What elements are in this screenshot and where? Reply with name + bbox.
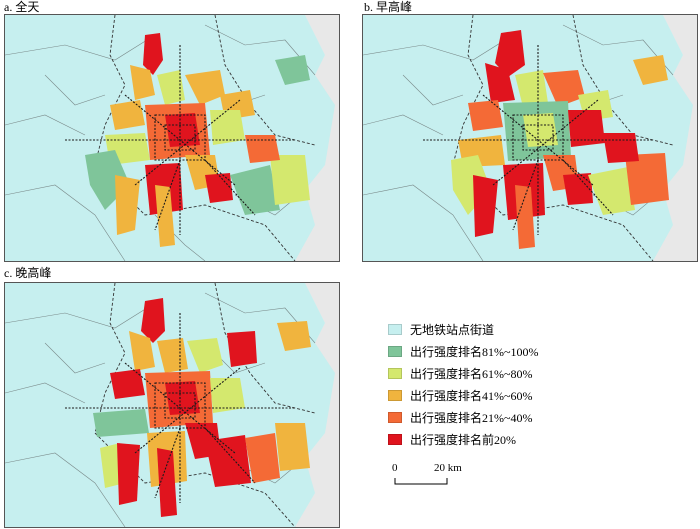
panel-b-choropleth: [451, 30, 669, 249]
legend-item: 出行强度排名61%~80%: [388, 362, 539, 384]
scale-end-label: 20 km: [434, 462, 462, 474]
panel-c-title: c. 晚高峰: [4, 266, 52, 280]
legend-item: 出行强度排名21%~40%: [388, 406, 539, 428]
panel-b-title: b. 早高峰: [364, 0, 413, 14]
scale-bar: 0 20 km: [392, 462, 472, 492]
legend-label: 出行强度排名81%~100%: [410, 344, 539, 359]
scale-start-label: 0: [392, 462, 398, 474]
scale-bar-line: [394, 478, 448, 485]
legend: 无地铁站点街道 出行强度排名81%~100% 出行强度排名61%~80% 出行强…: [388, 318, 539, 450]
legend-swatch: [388, 323, 402, 335]
legend-swatch: [388, 389, 402, 401]
panel-a-map: [4, 14, 340, 262]
legend-label: 出行强度排名前20%: [410, 432, 516, 447]
panel-a-metro: [65, 45, 295, 235]
legend-item: 出行强度排名81%~100%: [388, 340, 539, 362]
legend-label: 出行强度排名41%~60%: [410, 388, 533, 403]
legend-item: 出行强度排名前20%: [388, 428, 539, 450]
panel-c-map: [4, 282, 340, 528]
legend-item: 无地铁站点街道: [388, 318, 539, 340]
legend-label: 出行强度排名61%~80%: [410, 366, 533, 381]
panel-b-map: [362, 14, 698, 262]
legend-swatch: [388, 345, 402, 357]
panel-a-choropleth: [85, 33, 310, 247]
legend-swatch: [388, 367, 402, 379]
legend-swatch: [388, 433, 402, 445]
legend-label: 无地铁站点街道: [410, 322, 495, 337]
panel-c-choropleth: [93, 298, 311, 517]
legend-swatch: [388, 411, 402, 423]
legend-label: 出行强度排名21%~40%: [410, 410, 533, 425]
panel-b-metro: [423, 45, 653, 235]
panel-a-title: a. 全天: [4, 0, 40, 14]
legend-item: 出行强度排名41%~60%: [388, 384, 539, 406]
panel-c-metro: [65, 313, 295, 503]
